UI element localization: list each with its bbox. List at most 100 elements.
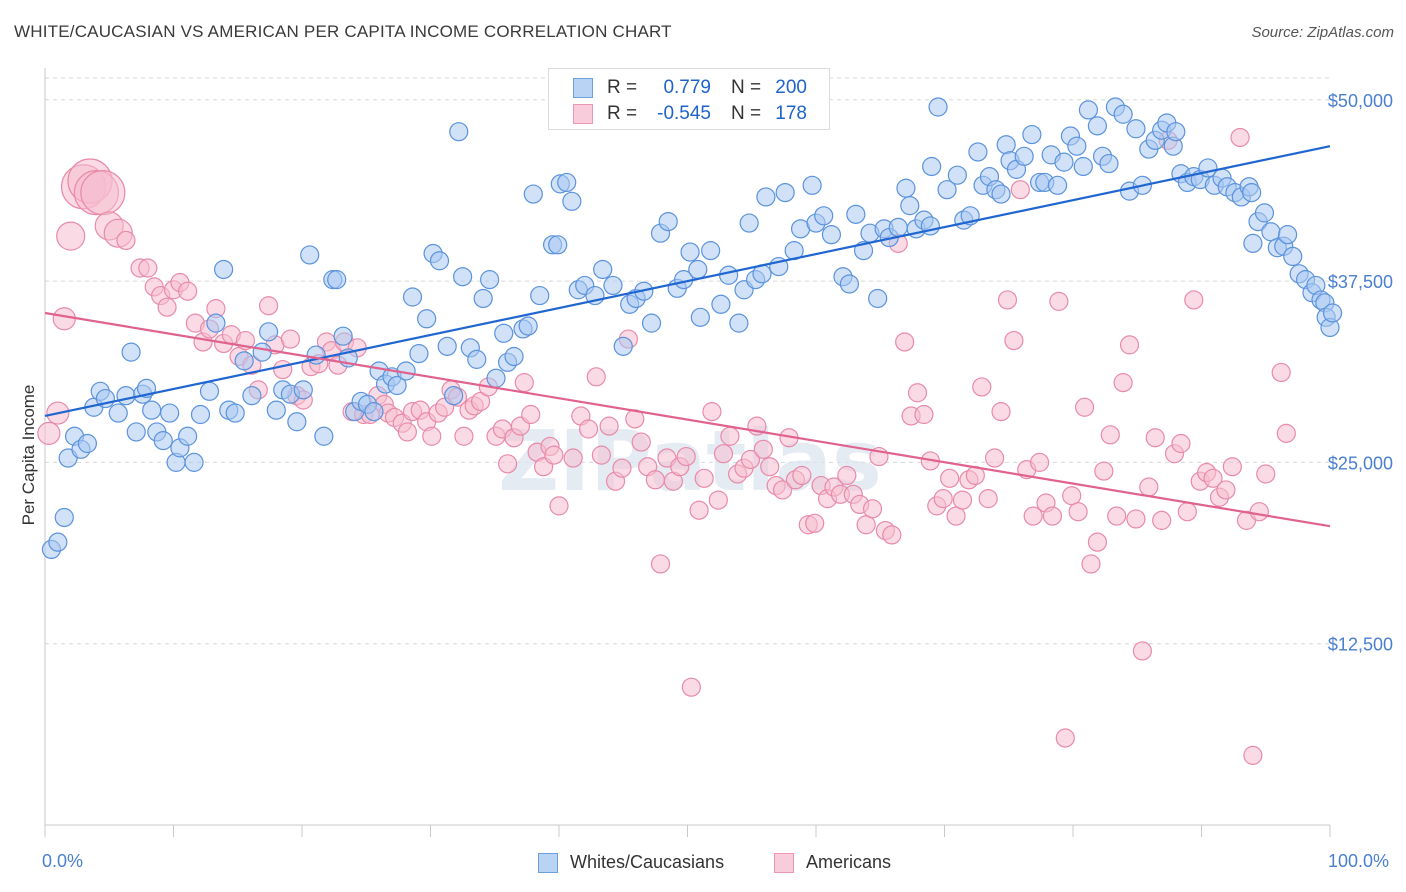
whites-point [1166,122,1186,142]
legend-n-value: 178 [775,103,807,124]
whites-point [178,426,198,446]
americans-point [1119,335,1140,355]
y-tick-labels: $12,500 $25,000 $37,500 $50,000 [1328,91,1393,655]
americans-point [1222,457,1242,477]
americans-point [273,359,293,380]
whites-point [409,343,429,364]
whites-point [991,184,1011,204]
americans-point [116,230,136,251]
chart-title: WHITE/CAUCASIAN VS AMERICAN PER CAPITA I… [14,22,672,41]
whites-point [234,351,254,371]
americans-trend-line [44,311,1331,528]
americans-point [689,500,709,520]
whites-point [214,259,234,280]
whites-points [41,97,1343,560]
trend-lines [44,145,1331,528]
whites-point [1099,153,1119,174]
americans-point [753,439,773,459]
americans-point [1062,486,1082,506]
whites-point [287,412,307,432]
y-tick-label-0: $12,500 [1328,635,1393,655]
americans-point [549,496,569,516]
whites-point [1022,124,1042,145]
americans-point [702,402,722,422]
americans-point [1094,461,1114,481]
americans-point [676,446,696,467]
whites-point [190,404,211,425]
whites-point [48,532,68,552]
series-swatch-pink [774,852,794,873]
whites-point [333,326,353,346]
whites-point [486,368,506,388]
americans-point [1177,502,1197,522]
americans-point [1249,502,1269,522]
whites-point [142,400,162,420]
whites-point [116,386,136,406]
whites-point [429,251,450,271]
whites-point [473,288,493,309]
whites-point [947,165,967,185]
whites-point [814,206,834,226]
americans-point [1055,728,1075,748]
whites-point [562,191,582,211]
americans-point [422,426,442,446]
americans-point [694,468,714,488]
whites-point [530,285,550,306]
americans-point [1203,468,1223,488]
whites-point [1047,175,1068,195]
americans-point [1004,330,1024,351]
americans-point [1049,291,1069,311]
whites-point [756,187,776,207]
whites-point [846,204,866,224]
americans-point [991,402,1011,422]
whites-point [688,259,708,280]
americans-point [837,465,857,486]
series-label-whites: Whites/Caucasians [570,852,725,872]
series-legend-whites[interactable]: Whites/Caucasians [538,852,724,873]
whites-point [658,211,678,232]
americans-point [650,554,671,574]
whites-point [1054,152,1074,172]
whites-point [387,375,407,396]
whites-point [888,217,908,237]
americans-point [514,373,534,393]
whites-point [937,180,957,200]
whites-point [548,235,568,255]
whites-point [868,288,888,309]
americans-point [1230,127,1250,148]
whites-point [922,156,942,177]
whites-point [1014,146,1034,166]
americans-point [985,448,1005,468]
americans-point [138,258,158,278]
whites-point [557,172,577,193]
series-legend-americans[interactable]: Americans [774,852,891,873]
whites-point [314,426,334,446]
series-label-americans: Americans [806,852,892,872]
americans-point [708,490,728,510]
whites-point [900,196,920,216]
americans-point [37,421,61,445]
whites-point [1078,100,1099,120]
americans-point [631,432,651,452]
whites-point [1322,303,1343,323]
whites-point [839,274,860,294]
americans-point [1145,428,1165,448]
americans-point [882,525,902,545]
whites-trend-line [44,145,1331,418]
americans-point [1081,554,1101,574]
legend-n-value: 200 [775,77,807,98]
americans-point [972,377,992,397]
legend-swatch-blue [573,78,593,98]
legend-row-whites: R = 0.779 N = 200 [573,75,807,101]
whites-point [199,381,220,401]
whites-point [266,400,286,420]
americans-point [612,458,632,478]
whites-point [1261,222,1281,242]
americans-point [498,454,518,474]
americans-point [1113,373,1133,393]
whites-point [504,346,524,367]
americans-point [856,515,876,535]
americans-point [772,480,793,500]
whites-point [242,386,262,406]
whites-point [896,178,916,198]
